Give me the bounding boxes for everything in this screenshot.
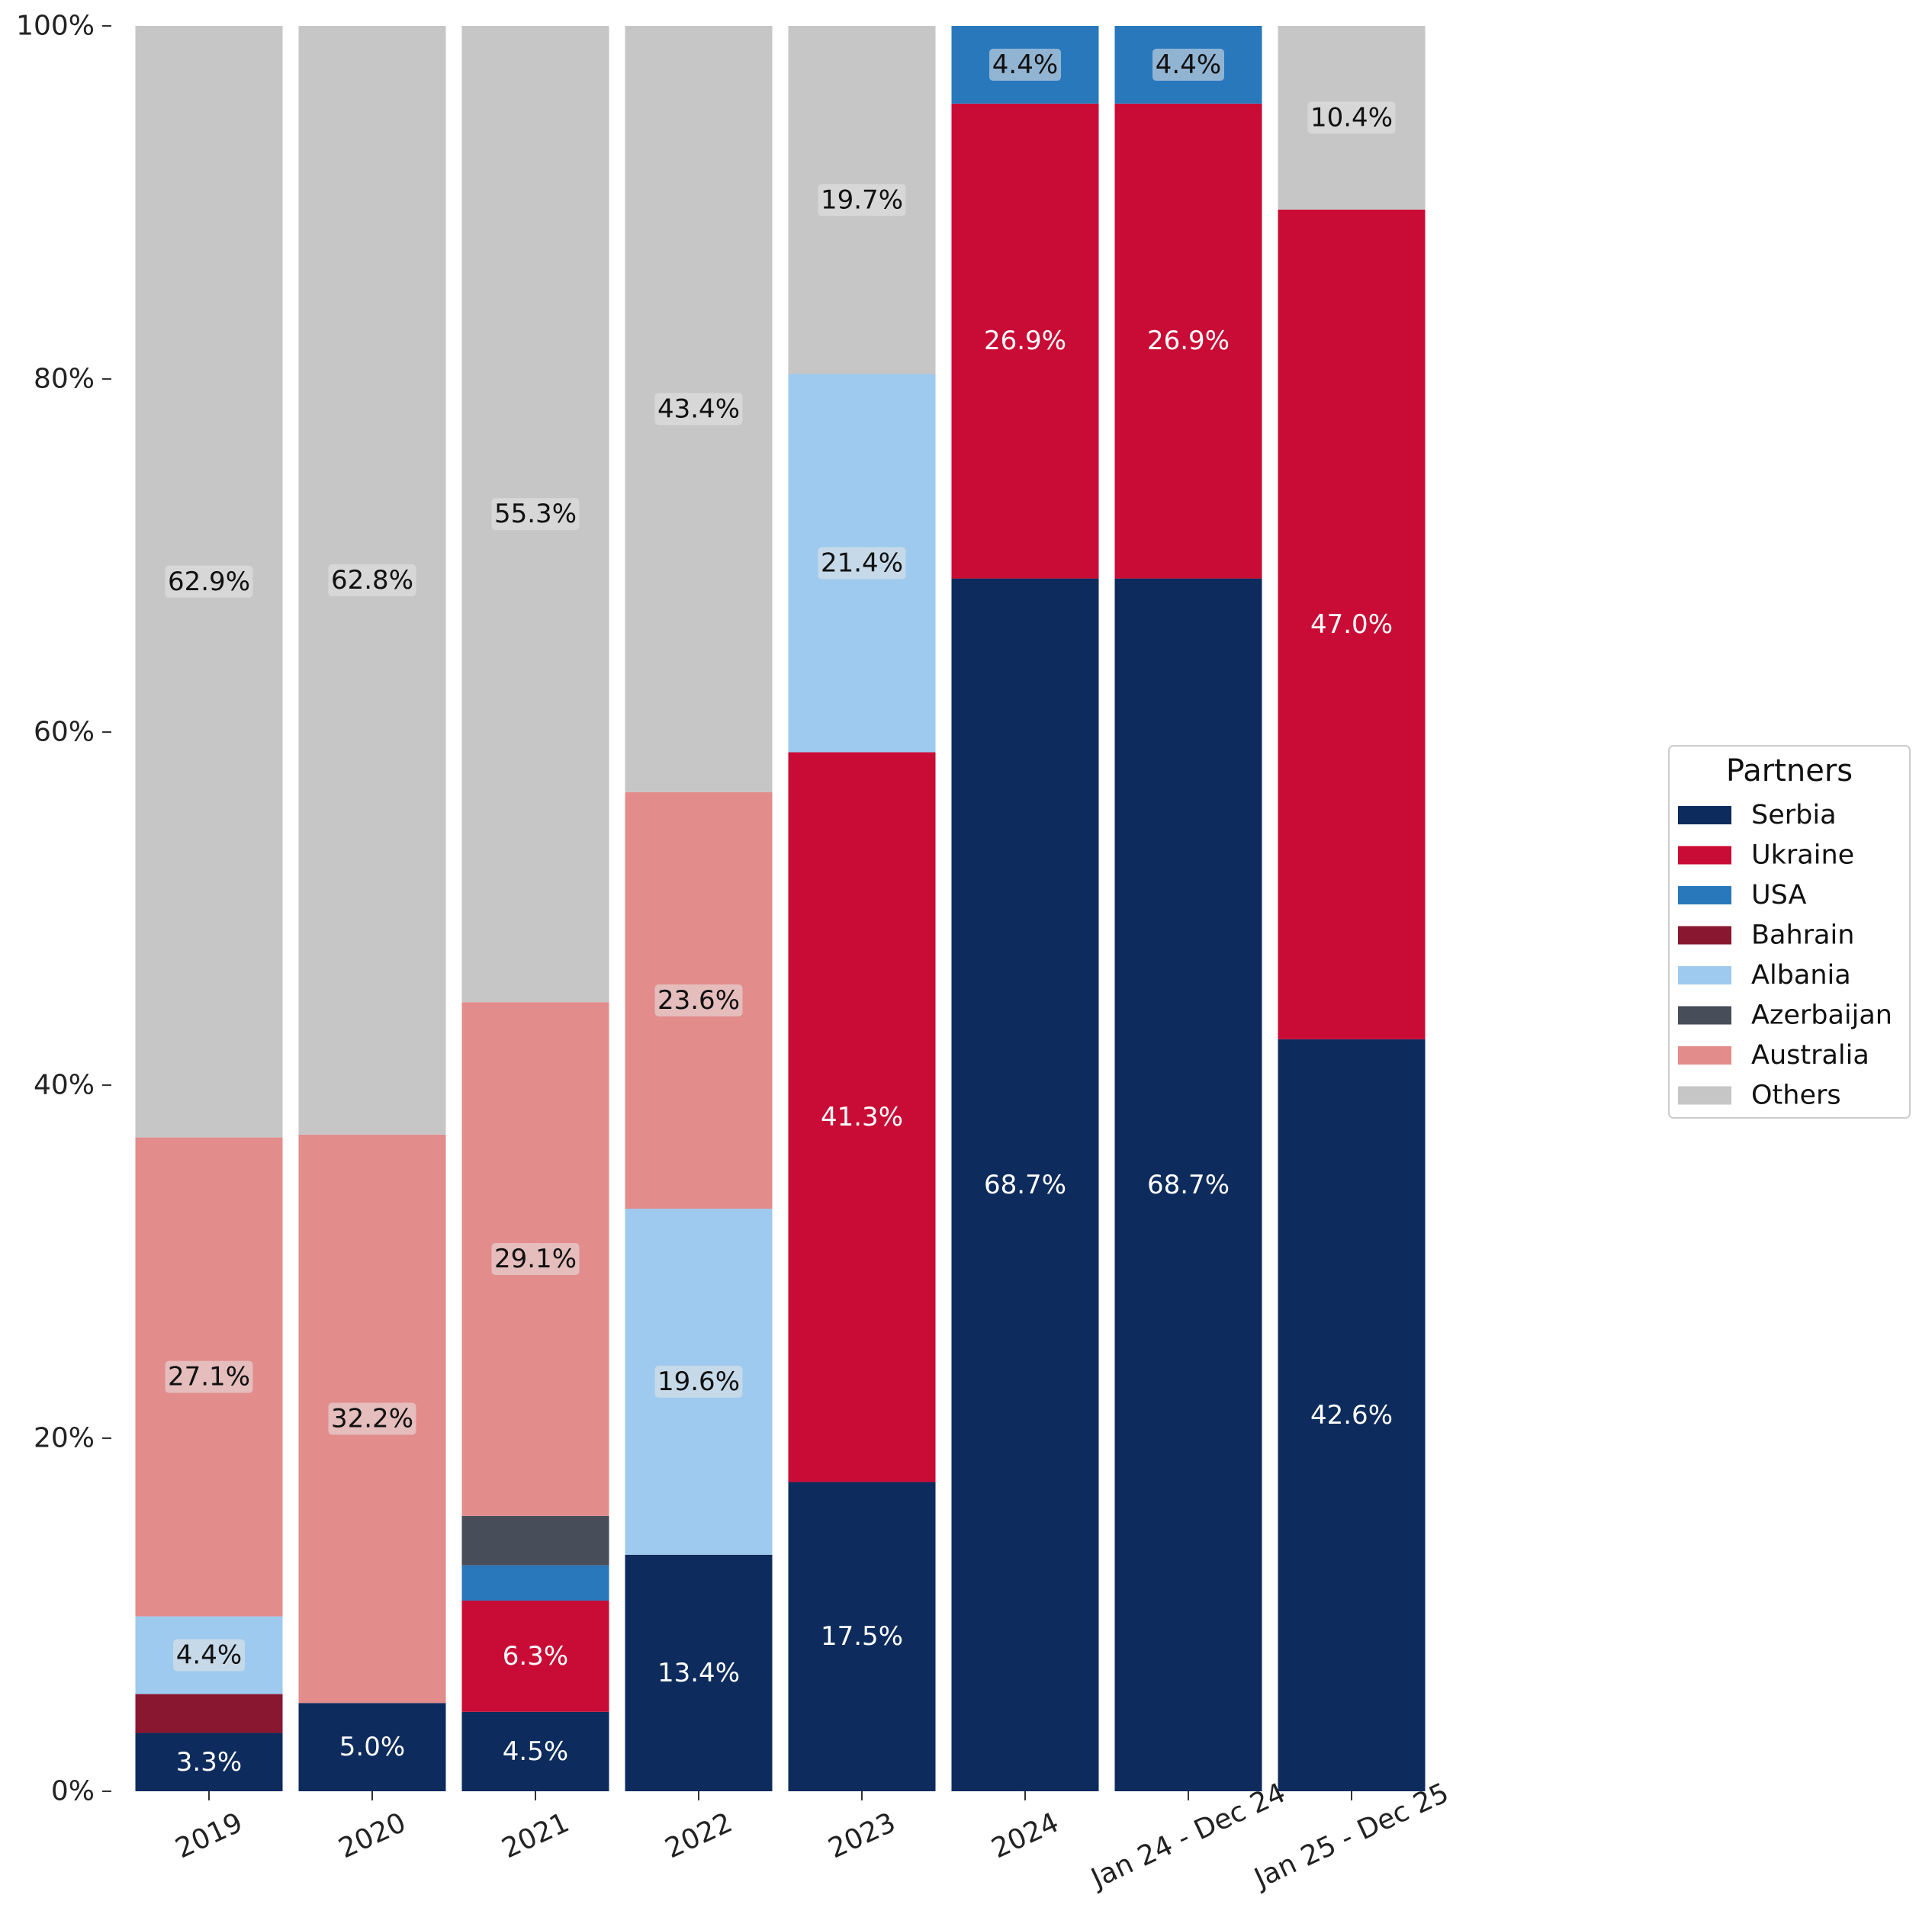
legend-label-others: Others (1751, 1081, 1841, 1111)
y-tick-label: 60% (34, 717, 95, 748)
data-label-others-3: 43.4% (657, 393, 740, 424)
data-label-australia-3: 23.6% (657, 985, 740, 1016)
bar-serbia-4 (788, 1482, 936, 1791)
data-label-box (328, 564, 416, 596)
legend-frame (1668, 745, 1911, 1119)
data-label-australia-2: 29.1% (494, 1244, 577, 1274)
bar-ukraine-5 (951, 103, 1099, 579)
bar-serbia-7 (1278, 1039, 1426, 1791)
data-label-ukraine-5: 26.9% (984, 326, 1066, 356)
x-tick-label: 2020 (334, 1807, 410, 1865)
data-label-box (654, 984, 743, 1016)
x-tick-label: 2023 (824, 1807, 900, 1865)
data-label-box (165, 565, 253, 598)
x-tick-label: 2019 (171, 1807, 247, 1865)
data-label-box (654, 1365, 743, 1398)
bar-usa-2 (461, 1565, 609, 1601)
y-tick-label: 80% (34, 364, 95, 395)
bar-ukraine-2 (461, 1600, 609, 1712)
legend-swatch-usa (1678, 886, 1731, 904)
legend-swatch-australia (1678, 1046, 1731, 1065)
data-label-box (491, 498, 580, 531)
data-label-ukraine-6: 26.9% (1147, 326, 1230, 356)
bar-bahrain-0 (135, 1694, 283, 1733)
data-label-serbia-7: 42.6% (1310, 1400, 1393, 1431)
data-label-box (165, 1360, 253, 1393)
legend-label-usa: USA (1751, 880, 1806, 911)
data-label-box (491, 1243, 580, 1276)
legend-title: Partners (1726, 753, 1853, 788)
data-label-serbia-6: 68.7% (1147, 1170, 1230, 1200)
data-label-albania-4: 21.4% (821, 548, 903, 578)
bar-ukraine-7 (1278, 209, 1426, 1039)
bar-serbia-1 (298, 1703, 446, 1791)
legend-label-bahrain: Bahrain (1751, 920, 1854, 951)
data-label-box (989, 48, 1061, 81)
data-label-australia-0: 27.1% (168, 1362, 250, 1392)
y-tick-label: 40% (34, 1070, 95, 1101)
bar-azerbaijan-2 (461, 1515, 609, 1566)
legend-label-australia: Australia (1751, 1040, 1869, 1071)
legend-label-ukraine: Ukraine (1751, 840, 1854, 871)
x-tick-label: 2022 (661, 1807, 737, 1865)
data-label-box (1152, 48, 1224, 81)
legend-swatch-azerbaijan (1678, 1006, 1731, 1025)
bar-serbia-2 (461, 1711, 609, 1791)
bar-serbia-5 (951, 578, 1099, 1791)
x-tick-label: 2024 (987, 1807, 1063, 1865)
data-label-usa-5: 4.4% (992, 50, 1058, 80)
bar-serbia-3 (625, 1554, 773, 1791)
bar-labels-group: 3.3% 4.4% 27.1% 62.9% 5.0% 32.2% 62.8% 4.5% 6.3%… (165, 48, 1396, 1778)
data-label-serbia-0: 3.3% (176, 1747, 242, 1778)
legend-swatch-albania (1678, 966, 1731, 984)
data-label-serbia-3: 13.4% (657, 1658, 740, 1688)
data-label-others-2: 55.3% (494, 499, 577, 529)
data-label-box (1307, 101, 1396, 134)
data-label-australia-1: 32.2% (331, 1404, 413, 1434)
y-tick-label: 20% (34, 1423, 95, 1454)
data-label-others-1: 62.8% (331, 565, 413, 596)
data-label-ukraine-7: 47.0% (1310, 609, 1393, 640)
data-label-others-0: 62.9% (168, 567, 250, 597)
data-label-albania-0: 4.4% (176, 1640, 242, 1671)
legend-swatch-others (1678, 1086, 1731, 1105)
legend-label-serbia: Serbia (1751, 800, 1837, 830)
bar-ukraine-6 (1114, 103, 1262, 579)
legend-swatch-ukraine (1678, 846, 1731, 865)
legend-swatch-serbia (1678, 806, 1731, 824)
data-label-serbia-1: 5.0% (339, 1732, 405, 1762)
data-label-serbia-2: 4.5% (503, 1736, 568, 1767)
data-label-box (173, 1639, 245, 1672)
bar-ukraine-4 (788, 752, 936, 1482)
legend-swatch-bahrain (1678, 926, 1731, 945)
legend-label-albania: Albania (1751, 960, 1851, 991)
data-label-serbia-5: 68.7% (984, 1170, 1066, 1200)
data-label-box (818, 547, 906, 580)
data-label-albania-3: 19.6% (657, 1367, 740, 1397)
data-label-usa-6: 4.4% (1156, 50, 1221, 80)
data-label-others-7: 10.4% (1310, 102, 1393, 133)
bar-serbia-0 (135, 1733, 283, 1791)
x-axis: 2019 2020 2021 2022 2023 2024 Jan 24 - Dec 24J… (171, 1778, 1454, 1895)
legend: Partners Serbia Ukraine USA Bahrain Albania A… (1668, 745, 1911, 1119)
data-label-others-4: 19.7% (821, 185, 903, 215)
y-tick-label: 0% (51, 1776, 95, 1807)
data-label-box (818, 184, 906, 217)
data-label-serbia-4: 17.5% (821, 1621, 903, 1652)
legend-items: Serbia Ukraine USA Bahrain Albania Azerbaijan… (1678, 800, 1892, 1111)
data-label-ukraine-4: 41.3% (821, 1102, 903, 1132)
data-label-box (654, 393, 743, 426)
legend-label-azerbaijan: Azerbaijan (1751, 1000, 1892, 1031)
bar-serbia-6 (1114, 578, 1262, 1791)
data-label-ukraine-2: 6.3% (503, 1641, 568, 1672)
x-tick-label: 2021 (497, 1807, 574, 1865)
y-tick-label: 100% (16, 11, 95, 42)
bars-group (135, 26, 1426, 1791)
y-axis: 0% 20% 40% 60% 80% 100% (16, 11, 111, 1807)
data-label-box (328, 1402, 416, 1435)
